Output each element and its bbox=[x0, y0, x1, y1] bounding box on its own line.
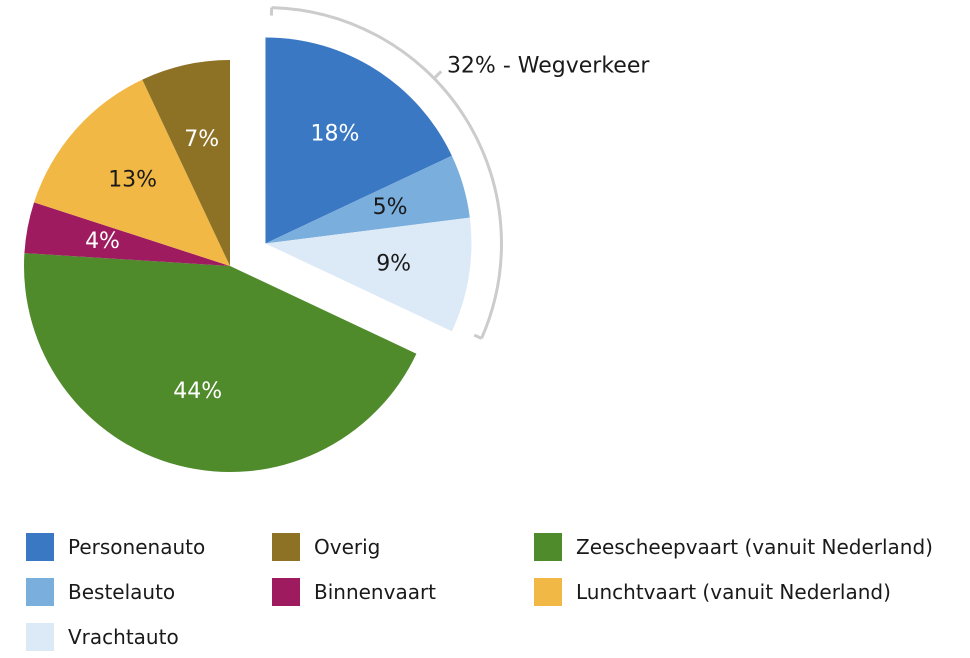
legend-item-zeescheepvaart-vanuit-nederland: Zeescheepvaart (vanuit Nederland) bbox=[534, 532, 933, 562]
bracket-tick-mid bbox=[433, 70, 443, 80]
bracket-tick-bottom bbox=[473, 333, 483, 340]
slice-label-vrachtauto: 9% bbox=[376, 251, 411, 276]
pie-slice-binnenvaart bbox=[24, 202, 230, 266]
legend-label: Binnenvaart bbox=[314, 580, 437, 604]
wegverkeer-bracket: 32% - Wegverkeer bbox=[269, 6, 650, 340]
legend-label: Bestelauto bbox=[68, 580, 176, 604]
pie-chart: 18% 5% 9% 44% 4% 13% 7% 32% - Wegverkeer bbox=[24, 6, 650, 473]
legend-item-vrachtauto: Vrachtauto bbox=[26, 622, 179, 652]
legend-swatch bbox=[26, 533, 54, 561]
legend-label: Overig bbox=[314, 535, 381, 559]
pie-slice-labels: 18% 5% 9% 44% 4% 13% 7% bbox=[85, 121, 411, 404]
legend-label: Zeescheepvaart (vanuit Nederland) bbox=[576, 535, 933, 559]
wegverkeer-label: 32% - Wegverkeer bbox=[447, 53, 650, 78]
legend-swatch bbox=[272, 578, 300, 606]
pie-slices bbox=[24, 37, 472, 473]
legend-item-personenauto: Personenauto bbox=[26, 532, 205, 562]
slice-label-zeescheepvaart-vanuit-nederland: 44% bbox=[173, 379, 222, 404]
slice-label-overig: 7% bbox=[184, 127, 219, 152]
pie-slice-overig bbox=[142, 60, 230, 266]
legend-item-bestelauto: Bestelauto bbox=[26, 577, 175, 607]
legend-label: Personenauto bbox=[68, 535, 206, 559]
legend-swatch bbox=[534, 578, 562, 606]
slice-label-binnenvaart: 4% bbox=[85, 229, 120, 254]
pie-slice-lunchtvaart-vanuit-nederland bbox=[34, 79, 230, 267]
legend-swatch bbox=[272, 533, 300, 561]
pie-slice-bestelauto bbox=[265, 155, 470, 244]
legend-item-binnenvaart: Binnenvaart bbox=[272, 577, 436, 607]
slice-label-lunchtvaart-vanuit-nederland: 13% bbox=[108, 168, 157, 193]
legend-swatch bbox=[534, 533, 562, 561]
legend-label: Vrachtauto bbox=[68, 625, 179, 649]
legend-label: Lunchtvaart (vanuit Nederland) bbox=[576, 580, 891, 604]
legend: Personenauto Bestelauto Vrachtauto Overig Bi… bbox=[26, 530, 956, 655]
pie-slice-vrachtauto bbox=[265, 217, 472, 332]
legend-item-lunchtvaart-vanuit-nederland: Lunchtvaart (vanuit Nederland) bbox=[534, 577, 891, 607]
legend-swatch bbox=[26, 623, 54, 651]
pie-slice-zeescheepvaart-vanuit-nederland bbox=[24, 253, 417, 473]
bracket-arc bbox=[271, 6, 503, 339]
legend-item-overig: Overig bbox=[272, 532, 380, 562]
pie-slice-personenauto bbox=[265, 37, 452, 244]
legend-swatch bbox=[26, 578, 54, 606]
slice-label-personenauto: 18% bbox=[311, 121, 360, 146]
slice-label-bestelauto: 5% bbox=[373, 195, 408, 220]
